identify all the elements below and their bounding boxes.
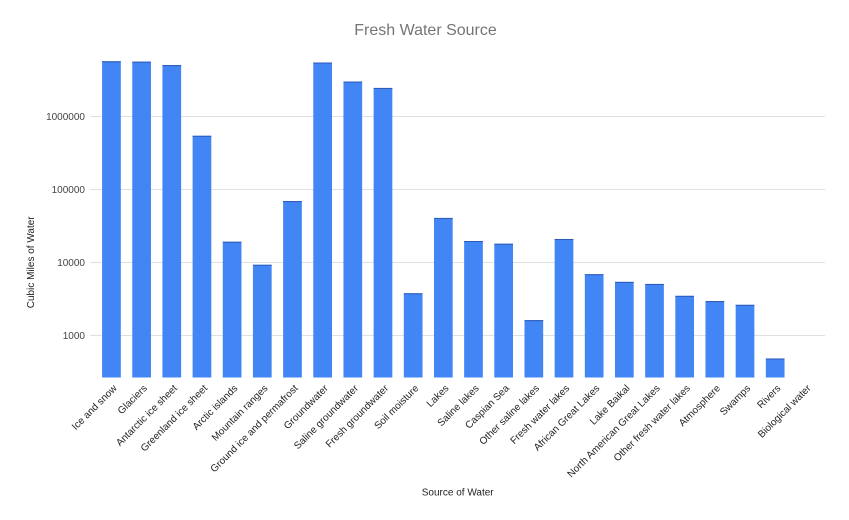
svg-text:Cubic Miles of Water: Cubic Miles of Water — [26, 216, 37, 309]
svg-text:Source of Water: Source of Water — [422, 487, 495, 498]
svg-text:1000000: 1000000 — [46, 112, 85, 123]
svg-text:Fresh Water Source: Fresh Water Source — [354, 22, 497, 39]
svg-text:10000: 10000 — [57, 258, 85, 269]
svg-text:100000: 100000 — [52, 185, 86, 196]
svg-text:1000: 1000 — [63, 331, 86, 342]
